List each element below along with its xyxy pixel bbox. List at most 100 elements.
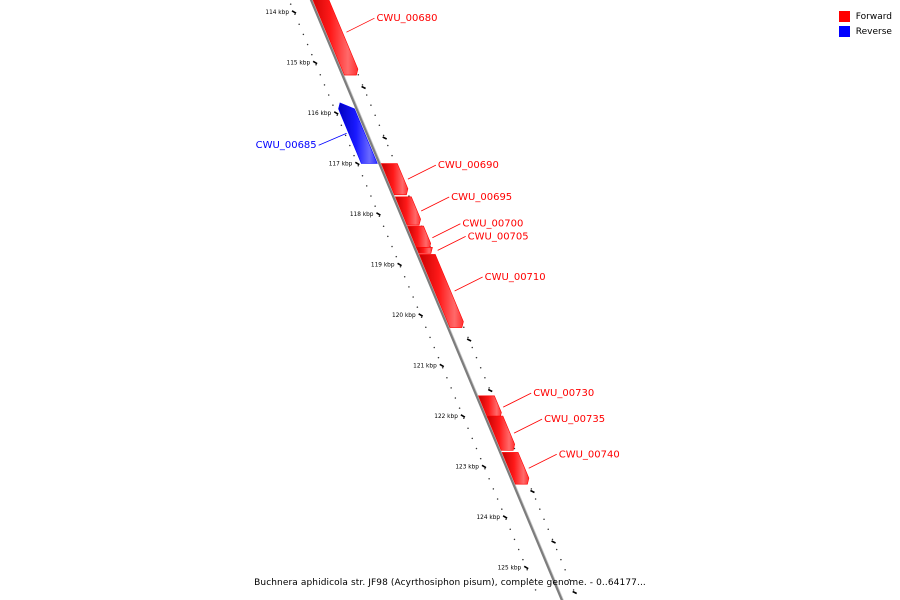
gene-feature <box>477 395 502 419</box>
ruler-dot <box>433 346 436 349</box>
ruler-dot <box>370 195 372 197</box>
gene-feature <box>418 254 464 328</box>
ruler-dot <box>484 467 486 470</box>
gene-label: CWU_00730 <box>533 388 594 399</box>
ruler-dot <box>374 205 376 207</box>
fwd-ruler-dot <box>534 498 537 500</box>
gene-feature <box>486 415 516 451</box>
ruler-dot <box>505 518 507 520</box>
ruler-dot <box>496 498 499 500</box>
ruler-tick <box>397 262 402 267</box>
fwd-ruler-dot <box>471 346 474 349</box>
reverse-swatch <box>838 26 850 37</box>
ruler-dot <box>526 568 528 571</box>
ruler-tick-label: 123 kbp <box>455 465 479 471</box>
ruler-dot <box>509 528 511 531</box>
ruler-dot <box>450 387 452 389</box>
ruler-dot <box>522 558 524 561</box>
ruler-dot <box>382 225 385 228</box>
ruler-dot <box>425 326 427 329</box>
ruler-dot <box>408 286 410 288</box>
gene-label: CWU_00710 <box>485 272 546 283</box>
ruler-dot <box>340 124 343 127</box>
fwd-ruler-dot <box>530 488 533 490</box>
fwd-ruler-dot <box>361 84 364 86</box>
gene-label: CWU_00690 <box>438 160 499 171</box>
gene-leader-line <box>528 453 557 469</box>
genome-backbone <box>309 0 563 600</box>
fwd-ruler-dot <box>555 548 558 551</box>
forward-swatch <box>838 11 850 22</box>
ruler-tick <box>481 464 487 469</box>
legend-forward: Forward <box>838 9 892 24</box>
ruler-dot <box>429 336 431 339</box>
ruler-dot <box>311 53 313 56</box>
ruler-tick <box>312 60 318 65</box>
gene-feature <box>338 102 378 164</box>
ruler-dot <box>298 23 300 26</box>
fwd-ruler-dot <box>365 94 368 96</box>
ruler-dot <box>357 164 360 167</box>
ruler-dot <box>437 356 440 359</box>
fwd-ruler-dot <box>564 568 566 571</box>
fwd-ruler-tick <box>572 590 578 595</box>
ruler-dot <box>349 144 351 147</box>
ruler-dot <box>365 185 368 187</box>
ruler-tick <box>354 161 360 166</box>
ruler-tick-label: 116 kbp <box>308 111 332 117</box>
gene-label: CWU_00735 <box>544 414 605 425</box>
ruler-dot <box>501 508 503 510</box>
ruler-tick-label: 124 kbp <box>476 515 500 521</box>
ruler-tick-label: 122 kbp <box>434 414 458 420</box>
ruler-dot <box>467 427 469 430</box>
fwd-ruler-dot <box>391 154 393 157</box>
ruler-dot <box>416 306 419 308</box>
ruler-dot <box>458 407 461 409</box>
ruler-dot <box>420 316 423 318</box>
ruler-dot <box>319 74 322 76</box>
ruler-dot <box>475 447 478 450</box>
ruler-tick-label: 125 kbp <box>498 566 522 572</box>
ruler-dot <box>492 488 495 490</box>
fwd-ruler-tick <box>382 136 388 140</box>
fwd-ruler-tick <box>551 540 556 544</box>
fwd-ruler-dot <box>370 104 372 106</box>
ruler-dot <box>361 175 364 177</box>
ruler-tick-label: 114 kbp <box>265 10 289 16</box>
backbone-shadow <box>311 0 564 600</box>
ruler-dot <box>446 377 448 379</box>
ruler-dot <box>302 33 305 36</box>
gene-label: CWU_00705 <box>468 231 529 242</box>
ruler-dot <box>378 215 381 217</box>
fwd-ruler-dot <box>560 558 562 561</box>
ruler-tick-label: 120 kbp <box>392 313 416 319</box>
legend-reverse: Reverse <box>838 24 892 39</box>
legend: Forward Reverse <box>838 9 892 39</box>
ruler-tick <box>460 414 466 418</box>
gene-label: CWU_00700 <box>462 219 523 230</box>
ruler-tick <box>502 515 508 519</box>
gene-leader-line <box>513 418 543 434</box>
fwd-ruler-dot <box>463 326 465 329</box>
fwd-ruler-tick <box>361 85 366 90</box>
gene-leader-line <box>407 164 437 180</box>
gene-feature <box>394 196 421 226</box>
gene-leader-line <box>421 196 450 212</box>
gene-leader-line <box>432 223 461 239</box>
ruler-dot <box>463 417 465 419</box>
fwd-ruler-dot <box>475 356 478 359</box>
ruler-tick-label: 119 kbp <box>371 263 395 269</box>
fwd-ruler-tick <box>530 489 535 494</box>
gene-leader-line <box>503 392 532 408</box>
gene-leader-line <box>346 17 375 33</box>
gene-label: CWU_00695 <box>451 192 512 203</box>
ruler-dot <box>530 579 533 581</box>
gene-feature <box>415 247 433 254</box>
ruler-dot <box>387 235 389 238</box>
ruler-dot <box>336 114 338 116</box>
ruler-dot <box>391 245 393 248</box>
gene-feature <box>407 225 432 250</box>
fwd-ruler-dot <box>488 387 490 389</box>
ruler-dot <box>327 94 330 96</box>
ruler-tick <box>376 212 381 216</box>
